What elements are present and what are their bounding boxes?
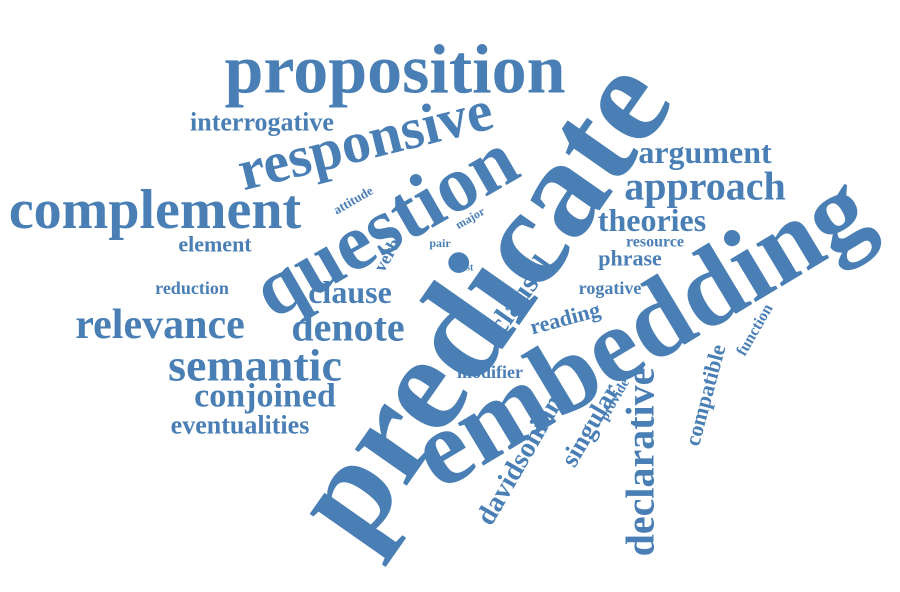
- word: clause: [308, 274, 392, 310]
- word: complement: [9, 179, 302, 241]
- word: list: [461, 263, 474, 274]
- word: argument: [638, 134, 772, 170]
- word: reduction: [155, 278, 229, 298]
- word: modifier: [457, 362, 523, 382]
- word: interrogative: [190, 108, 334, 137]
- word: eventualities: [171, 411, 310, 440]
- word: rogative: [579, 278, 642, 298]
- word: resource: [626, 234, 684, 251]
- word: phrase: [598, 246, 662, 271]
- word: proposition: [224, 32, 565, 109]
- word: pair: [429, 236, 451, 250]
- word: conjoined: [194, 378, 336, 415]
- word: element: [178, 232, 252, 257]
- word: relevance: [75, 302, 244, 348]
- word: theories: [598, 202, 706, 238]
- word: approach: [624, 164, 786, 209]
- word: declarative: [618, 368, 663, 557]
- word: semantic: [168, 340, 342, 391]
- word: denote: [291, 305, 404, 350]
